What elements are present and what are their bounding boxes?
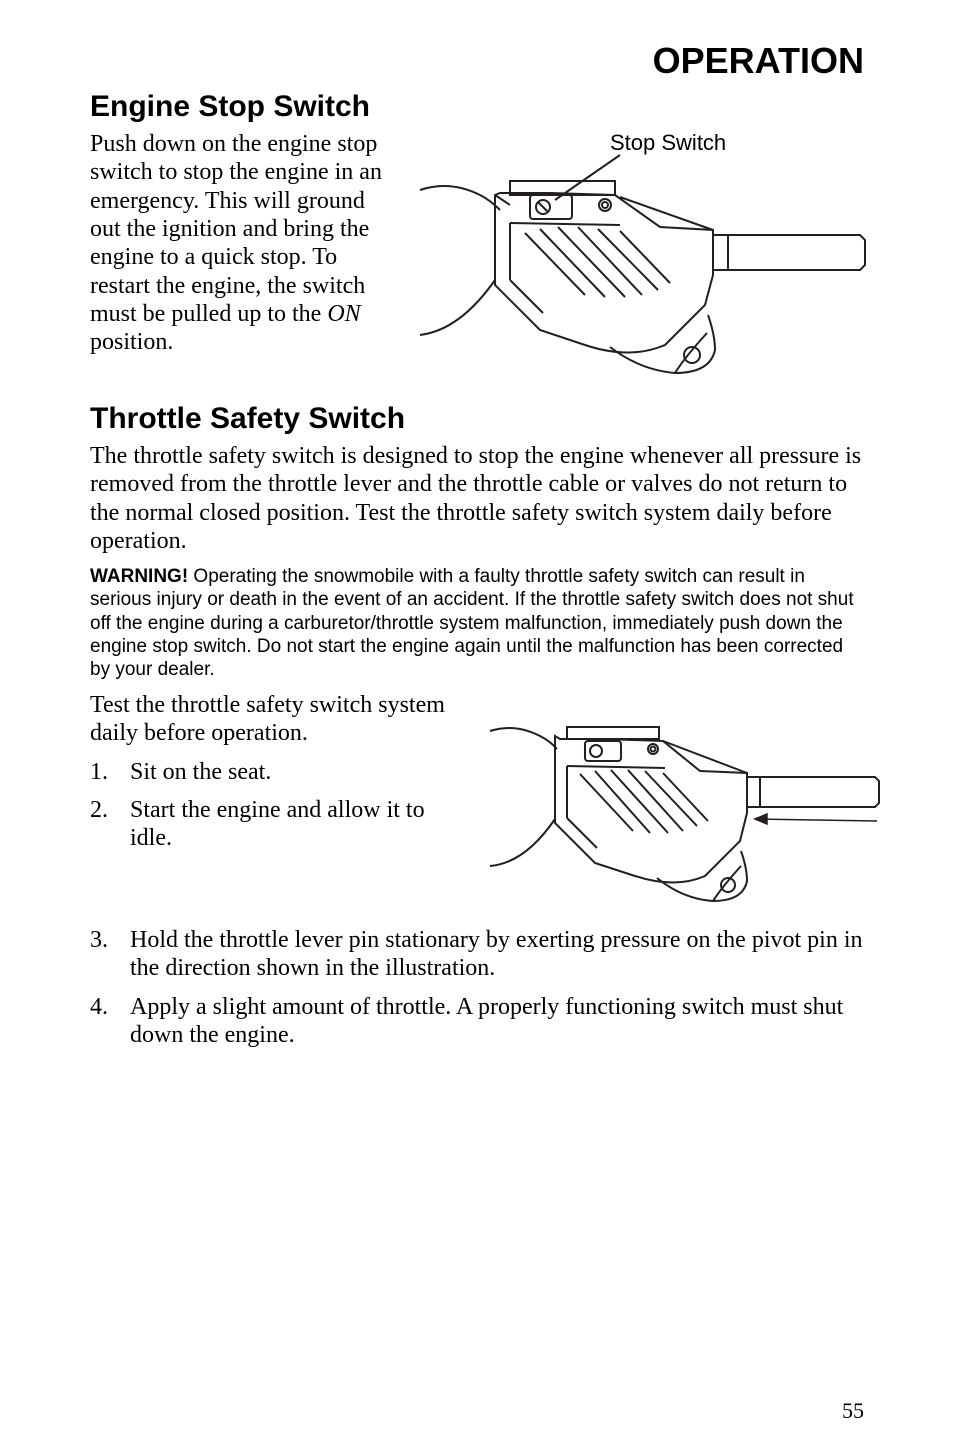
step-3: Hold the throttle lever pin stationary b… xyxy=(90,926,864,983)
step-4: Apply a slight amount of throttle. A pro… xyxy=(90,993,864,1050)
figure2-throttle-assembly-icon xyxy=(485,691,885,921)
section2-body1: The throttle safety switch is designed t… xyxy=(90,442,864,555)
section2-body2: Test the throttle safety switch system d… xyxy=(90,691,465,748)
step-2: Start the engine and allow it to idle. xyxy=(90,796,465,853)
section2-title: Throttle Safety Switch xyxy=(90,402,864,436)
steps-list-cont: Hold the throttle lever pin stationary b… xyxy=(90,926,864,1049)
steps-list: Sit on the seat. Start the engine and al… xyxy=(90,758,465,853)
section2-warning: WARNING! Operating the snowmobile with a… xyxy=(90,565,864,681)
page-number: 55 xyxy=(842,1398,864,1424)
section1-title: Engine Stop Switch xyxy=(90,90,864,124)
warning-text: Operating the snowmobile with a faulty t… xyxy=(90,566,854,680)
figure1-throttle-assembly-icon xyxy=(410,135,870,385)
figure1-label: Stop Switch xyxy=(610,130,726,156)
section1-body-main: Push down on the engine stop switch to s… xyxy=(90,131,382,327)
section1-body-italic: ON xyxy=(327,301,360,327)
warning-label: WARNING! xyxy=(90,566,188,587)
chapter-title: OPERATION xyxy=(90,40,864,82)
section1-body-after: position. xyxy=(90,329,173,355)
step-1: Sit on the seat. xyxy=(90,758,465,786)
section1-body: Push down on the engine stop switch to s… xyxy=(90,130,390,357)
